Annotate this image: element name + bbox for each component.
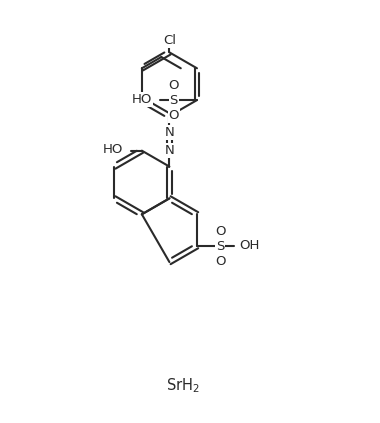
Text: O: O bbox=[215, 225, 225, 238]
Text: O: O bbox=[168, 109, 179, 121]
Text: N: N bbox=[165, 126, 174, 139]
Text: HO: HO bbox=[131, 93, 152, 106]
Text: O: O bbox=[215, 255, 225, 268]
Text: Cl: Cl bbox=[164, 34, 177, 47]
Text: O: O bbox=[168, 79, 179, 92]
Text: N: N bbox=[165, 144, 174, 157]
Text: S: S bbox=[216, 240, 224, 253]
Text: OH: OH bbox=[240, 239, 260, 252]
Text: SrH$_2$: SrH$_2$ bbox=[166, 376, 200, 395]
Text: HO: HO bbox=[103, 143, 123, 157]
Text: S: S bbox=[169, 93, 178, 107]
